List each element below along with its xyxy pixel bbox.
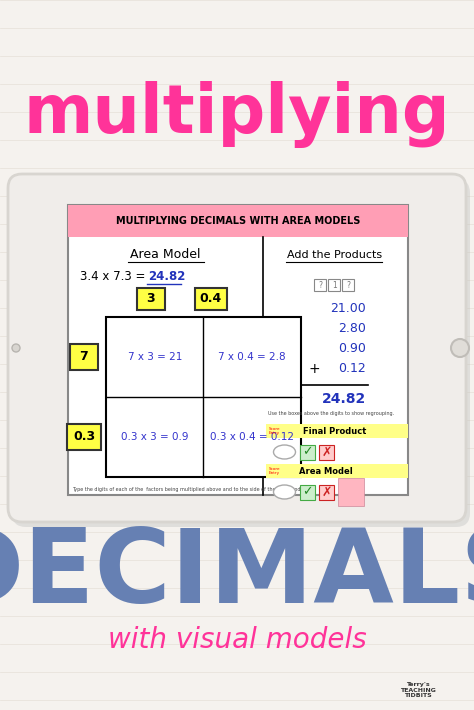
Bar — [319, 485, 335, 500]
Text: Type the digits of each of the  factors being multiplied above and to the side o: Type the digits of each of the factors b… — [72, 488, 305, 493]
Text: Area Model: Area Model — [300, 466, 353, 476]
Text: Score
Entry: Score Entry — [268, 427, 280, 435]
Text: Area Model: Area Model — [130, 248, 201, 261]
Text: MULTIPLYING DECIMALS WITH AREA MODELS: MULTIPLYING DECIMALS WITH AREA MODELS — [116, 216, 360, 226]
Text: 24.82: 24.82 — [148, 271, 185, 283]
FancyBboxPatch shape — [70, 344, 98, 370]
Text: 7 x 3 = 21: 7 x 3 = 21 — [128, 352, 182, 362]
Text: ✗: ✗ — [321, 486, 332, 498]
Ellipse shape — [273, 445, 295, 459]
Text: Use the boxes above the digits to show regrouping.: Use the boxes above the digits to show r… — [268, 412, 395, 417]
Bar — [68, 205, 408, 237]
Text: 2.80: 2.80 — [338, 322, 366, 336]
FancyBboxPatch shape — [195, 288, 227, 310]
Text: 3: 3 — [146, 293, 155, 305]
Text: ✓: ✓ — [302, 486, 313, 498]
Text: ?: ? — [318, 280, 322, 290]
Text: ✓: ✓ — [302, 445, 313, 459]
Text: 0.3: 0.3 — [73, 430, 95, 444]
Text: ?: ? — [346, 280, 350, 290]
FancyBboxPatch shape — [67, 424, 101, 450]
Text: 21.00: 21.00 — [330, 302, 366, 315]
Text: ✗: ✗ — [321, 445, 332, 459]
Bar — [338, 478, 365, 506]
Bar — [328, 279, 340, 291]
Text: Final Product: Final Product — [302, 427, 366, 435]
Text: 0.3 x 0.4 = 0.12: 0.3 x 0.4 = 0.12 — [210, 432, 294, 442]
Circle shape — [451, 339, 469, 357]
Text: +: + — [309, 362, 320, 376]
Bar — [301, 485, 316, 500]
Text: Add the Products: Add the Products — [287, 250, 382, 260]
Text: 0.12: 0.12 — [338, 363, 366, 376]
Text: 1: 1 — [332, 280, 337, 290]
Ellipse shape — [273, 485, 295, 499]
Text: DECIMALS: DECIMALS — [0, 525, 474, 626]
Bar — [68, 205, 408, 495]
Text: 3.4 x 7.3 =: 3.4 x 7.3 = — [80, 271, 149, 283]
Text: 0.3 x 3 = 0.9: 0.3 x 3 = 0.9 — [121, 432, 189, 442]
Circle shape — [12, 344, 20, 352]
Text: Score
Entry: Score Entry — [268, 466, 280, 475]
Bar — [301, 445, 316, 460]
Text: 24.82: 24.82 — [322, 392, 366, 406]
Text: 7 x 0.4 = 2.8: 7 x 0.4 = 2.8 — [219, 352, 286, 362]
Text: Terry's
TEACHING
TIDBITS: Terry's TEACHING TIDBITS — [400, 682, 436, 699]
FancyBboxPatch shape — [12, 179, 470, 527]
Text: 7: 7 — [80, 351, 88, 364]
Text: multiplying: multiplying — [24, 82, 450, 148]
Bar — [266, 424, 408, 438]
Text: with visual models: with visual models — [108, 626, 366, 654]
Bar — [266, 464, 408, 478]
Text: 0.90: 0.90 — [338, 342, 366, 356]
Bar — [106, 317, 301, 477]
Bar — [314, 279, 326, 291]
FancyBboxPatch shape — [8, 174, 466, 522]
Bar — [319, 445, 335, 460]
Text: 0.4: 0.4 — [200, 293, 222, 305]
FancyBboxPatch shape — [137, 288, 165, 310]
Bar — [342, 279, 354, 291]
